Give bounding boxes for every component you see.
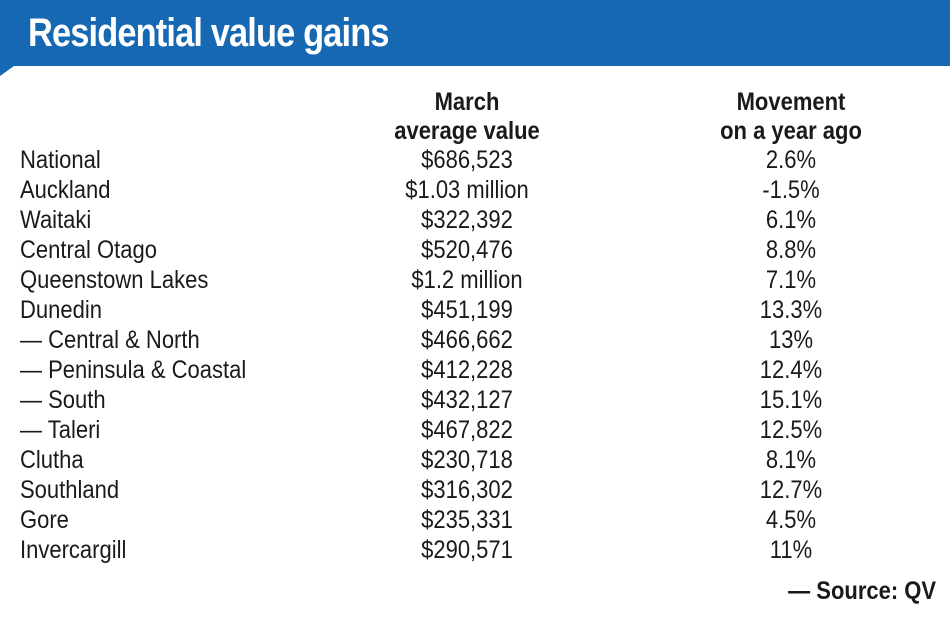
column-header-movement-line2: on a year ago xyxy=(720,117,862,145)
table-row: Waitaki $322,392 6.1% xyxy=(0,205,950,235)
average-value: $451,199 xyxy=(421,296,513,324)
region-name: Clutha xyxy=(20,446,84,474)
region-name: Auckland xyxy=(20,176,111,204)
average-value: $230,718 xyxy=(421,446,513,474)
average-value: $1.03 million xyxy=(405,176,529,204)
column-header-average-value: March average value xyxy=(370,88,564,146)
region-name: — Taleri xyxy=(20,416,101,444)
title-bar: Residential value gains xyxy=(0,0,950,66)
region-name: Central Otago xyxy=(20,236,157,264)
page-title: Residential value gains xyxy=(28,11,390,55)
average-value: $432,127 xyxy=(421,386,513,414)
table-row: — Taleri $467,822 12.5% xyxy=(0,415,950,445)
table-row: Auckland $1.03 million -1.5% xyxy=(0,175,950,205)
annual-movement: 13.3% xyxy=(759,296,823,324)
annual-movement: 4.5% xyxy=(765,506,817,534)
annual-movement: 2.6% xyxy=(765,146,817,174)
average-value: $466,662 xyxy=(421,326,513,354)
table-row: — Central & North $466,662 13% xyxy=(0,325,950,355)
annual-movement: 12.4% xyxy=(759,356,823,384)
source-credit: — Source: QV xyxy=(788,577,936,605)
average-value: $235,331 xyxy=(421,506,513,534)
table-row: Queenstown Lakes $1.2 million 7.1% xyxy=(0,265,950,295)
table-row: Clutha $230,718 8.1% xyxy=(0,445,950,475)
table-row: Gore $235,331 4.5% xyxy=(0,505,950,535)
region-name: Queenstown Lakes xyxy=(20,266,209,294)
value-table: National $686,523 2.6% Auckland $1.03 mi… xyxy=(0,145,950,565)
annual-movement: 8.8% xyxy=(765,236,817,264)
table-row: — South $432,127 15.1% xyxy=(0,385,950,415)
average-value: $1.2 million xyxy=(411,266,523,294)
annual-movement: 12.7% xyxy=(759,476,823,504)
table-row: Central Otago $520,476 8.8% xyxy=(0,235,950,265)
table-row: Southland $316,302 12.7% xyxy=(0,475,950,505)
annual-movement: 13% xyxy=(768,326,814,354)
annual-movement: -1.5% xyxy=(762,176,820,204)
annual-movement: 11% xyxy=(769,536,813,564)
region-name: Waitaki xyxy=(20,206,92,234)
title-bar-notch xyxy=(0,66,14,76)
average-value: $316,302 xyxy=(421,476,513,504)
annual-movement: 15.1% xyxy=(759,386,823,414)
region-name: — Central & North xyxy=(20,326,200,354)
average-value: $290,571 xyxy=(421,536,513,564)
table-row: Invercargill $290,571 11% xyxy=(0,535,950,565)
region-name: Dunedin xyxy=(20,296,102,324)
average-value: $412,228 xyxy=(421,356,513,384)
annual-movement: 12.5% xyxy=(759,416,823,444)
column-header-average-value-line1: March xyxy=(434,88,500,116)
annual-movement: 7.1% xyxy=(765,266,817,294)
average-value: $322,392 xyxy=(421,206,513,234)
column-header-movement-line1: Movement xyxy=(736,88,846,116)
region-name: — Peninsula & Coastal xyxy=(20,356,247,384)
column-header-average-value-line2: average value xyxy=(394,117,540,145)
average-value: $520,476 xyxy=(421,236,513,264)
table-row: — Peninsula & Coastal $412,228 12.4% xyxy=(0,355,950,385)
region-name: Gore xyxy=(20,506,69,534)
table-row: Dunedin $451,199 13.3% xyxy=(0,295,950,325)
annual-movement: 8.1% xyxy=(765,446,817,474)
table-row: National $686,523 2.6% xyxy=(0,145,950,175)
average-value: $467,822 xyxy=(421,416,513,444)
region-name: — South xyxy=(20,386,106,414)
region-name: Invercargill xyxy=(20,536,127,564)
region-name: Southland xyxy=(20,476,120,504)
average-value: $686,523 xyxy=(421,146,513,174)
annual-movement: 6.1% xyxy=(765,206,817,234)
region-name: National xyxy=(20,146,101,174)
column-header-movement: Movement on a year ago xyxy=(690,88,892,146)
